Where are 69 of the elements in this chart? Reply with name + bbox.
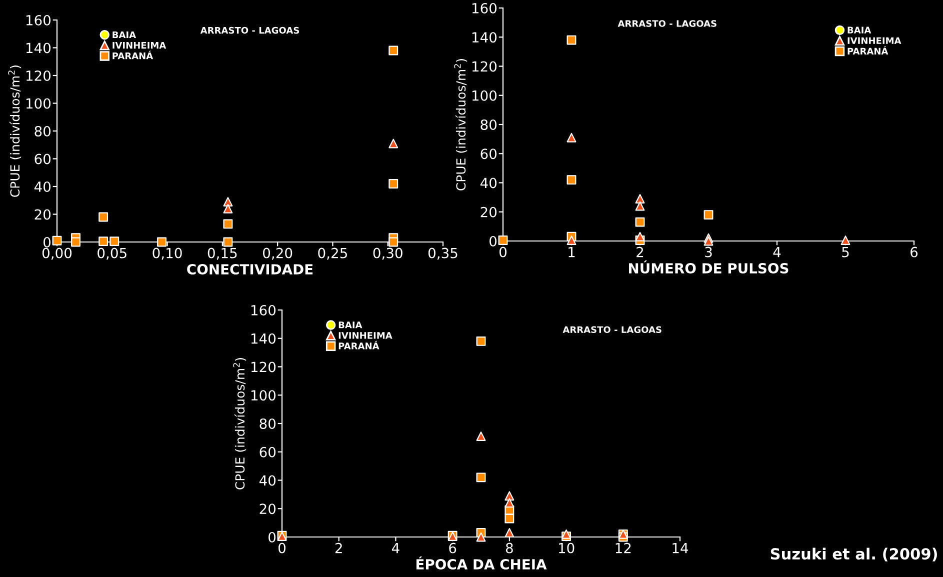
y-tick-label: 160 (26, 14, 51, 26)
x-tick-label: 0,20 (263, 248, 292, 260)
y-tick-label: 120 (26, 70, 51, 81)
x-tick-label: 0,30 (373, 248, 402, 260)
y-axis-title: CPUE (indivíduos/m$^{2}$) (454, 59, 468, 190)
x-tick-label: 0 (499, 246, 506, 258)
y-tick-label: 80 (480, 119, 497, 130)
x-tick-label: 0,35 (428, 248, 458, 260)
y-tick-label: 80 (34, 126, 51, 136)
text: Suzuki et al. (2009) (770, 548, 937, 562)
text: ARRASTO - LAGOAS (562, 326, 662, 334)
legend-label: PARANÁ (338, 340, 380, 350)
y-tick-label: 160 (472, 2, 497, 14)
y-tick-label: 80 (260, 418, 276, 429)
y-axis-title: CPUE (indivíduos/m$^{2}$) (233, 358, 246, 490)
y-tick-label: 20 (260, 504, 276, 514)
y-tick-label: 160 (251, 304, 276, 316)
y-tick-label: 20 (34, 209, 51, 220)
x-tick-label: 0,10 (152, 248, 182, 260)
x-tick-label: 2 (636, 246, 644, 258)
legend-label: PARANÁ (112, 50, 154, 60)
y-tick-label: 20 (480, 206, 497, 218)
x-axis-title: ÉPOCA DA CHEIA (416, 556, 547, 570)
legend-label: IVINHEIMA (112, 42, 166, 49)
y-axis-title: CPUE (indivíduos/m$^{2}$) (8, 66, 22, 197)
y-tick-label: 40 (34, 181, 51, 192)
y-tick-label: 0 (268, 532, 276, 542)
x-tick-label: 10 (558, 542, 574, 554)
legend-label: BAIA (112, 31, 136, 38)
x-tick-label: 8 (506, 542, 513, 554)
text: ARRASTO - LAGOAS (618, 20, 716, 27)
y-tick-label: 60 (34, 154, 51, 164)
legend-label: IVINHEIMA (848, 37, 902, 44)
x-tick-label: 4 (392, 542, 400, 554)
y-tick-label: 120 (251, 362, 276, 372)
x-tick-label: 0,00 (42, 248, 72, 260)
x-tick-label: 14 (672, 542, 688, 554)
x-tick-label: 6 (449, 542, 456, 554)
x-tick-label: 1 (568, 246, 575, 258)
x-tick-label: 5 (842, 246, 849, 258)
y-tick-label: 100 (26, 98, 51, 109)
y-tick-label: 140 (26, 42, 51, 54)
x-tick-label: 0,05 (98, 248, 126, 260)
x-tick-label: 2 (335, 542, 342, 554)
legend-label: PARANÁ (848, 46, 888, 54)
x-tick-label: 0,15 (208, 248, 237, 260)
x-tick-label: 6 (910, 246, 918, 258)
x-tick-label: 12 (616, 542, 631, 554)
x-tick-label: 4 (773, 246, 781, 258)
y-tick-label: 140 (472, 32, 497, 43)
y-tick-label: 100 (472, 90, 497, 101)
legend-label: BAIA (848, 26, 872, 34)
x-axis-title: NÚMERO DE PULSOS (629, 260, 788, 274)
y-tick-label: 120 (472, 61, 497, 72)
y-tick-label: 60 (260, 446, 276, 458)
y-tick-label: 40 (259, 475, 276, 486)
x-tick-label: 0,25 (318, 248, 347, 260)
x-tick-label: 3 (705, 246, 712, 258)
y-tick-label: 140 (251, 333, 276, 344)
y-tick-label: 60 (480, 148, 497, 160)
y-tick-label: 40 (480, 178, 497, 188)
x-axis-title: CONECTIVIDADE (187, 264, 313, 275)
legend-label: IVINHEIMA (338, 332, 392, 339)
text: ARRASTO - LAGOAS (200, 26, 299, 34)
x-tick-label: 0 (278, 542, 286, 554)
legend-label: BAIA (338, 322, 362, 328)
y-tick-label: 0 (44, 236, 51, 248)
y-tick-label: 100 (251, 390, 276, 401)
y-tick-label: 0 (490, 236, 497, 246)
